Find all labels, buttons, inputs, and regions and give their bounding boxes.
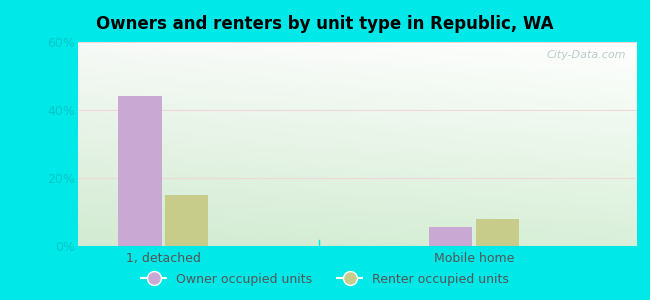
Text: Owners and renters by unit type in Republic, WA: Owners and renters by unit type in Repub… <box>96 15 554 33</box>
Bar <box>165 195 209 246</box>
Legend: Owner occupied units, Renter occupied units: Owner occupied units, Renter occupied un… <box>136 268 514 291</box>
Text: City-Data.com: City-Data.com <box>546 50 626 60</box>
Bar <box>476 219 519 246</box>
Bar <box>429 227 473 246</box>
Bar <box>118 96 162 246</box>
